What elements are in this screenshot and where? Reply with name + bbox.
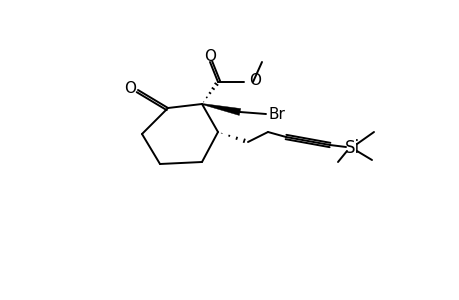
Text: Si: Si bbox=[344, 139, 359, 157]
Text: O: O bbox=[203, 49, 216, 64]
Text: O: O bbox=[248, 73, 260, 88]
Text: O: O bbox=[124, 80, 136, 95]
Text: Br: Br bbox=[269, 106, 285, 122]
Polygon shape bbox=[202, 103, 240, 116]
